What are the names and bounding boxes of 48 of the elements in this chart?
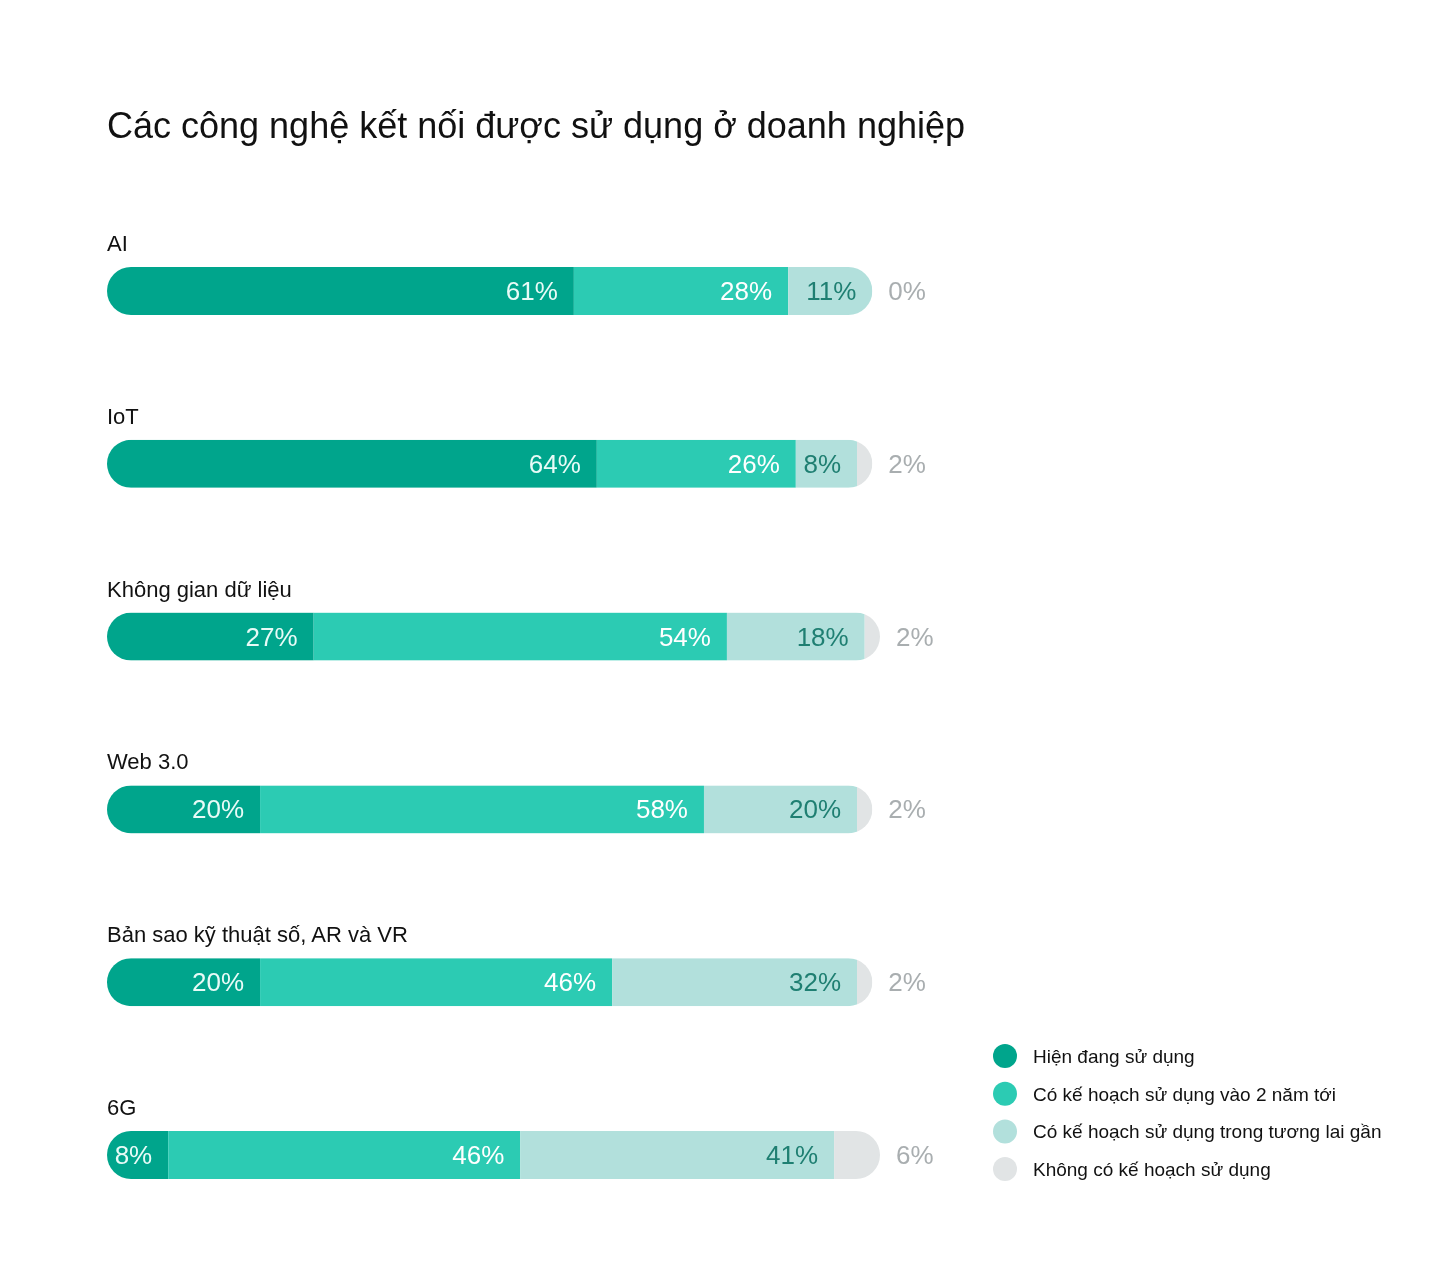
legend-label: Không có kế hoạch sử dụng (1033, 1159, 1271, 1181)
bar (260, 958, 613, 1007)
data-label: 61% (505, 276, 558, 306)
data-label: 2% (888, 448, 926, 479)
y-tick-label: Bản sao kỹ thuật số, AR và VR (107, 922, 408, 948)
data-label: 2% (888, 794, 926, 825)
data-label: 2% (896, 621, 934, 652)
data-label: 20% (788, 794, 842, 825)
data-label: 27% (245, 621, 298, 652)
data-label: 41% (766, 1140, 819, 1170)
chart-title: Các công nghệ kết nối được sử dụng ở doanh nghiệp (107, 105, 965, 146)
data-label: 20% (192, 794, 245, 825)
data-label: 32% (788, 967, 842, 998)
bar (107, 267, 574, 315)
legend-label: Có kế hoạch sử dụng trong tương lai gần (1033, 1121, 1382, 1143)
data-label: 18% (796, 621, 849, 652)
bar (596, 439, 796, 488)
y-tick-label: IoT (107, 403, 139, 429)
data-label: 28% (720, 276, 773, 306)
data-label: 0% (888, 276, 926, 306)
data-label: 54% (658, 621, 711, 652)
y-tick-label: Không gian dữ liệu (107, 576, 292, 602)
y-tick-label: Web 3.0 (107, 749, 189, 775)
bar (260, 785, 704, 834)
data-label: 46% (544, 967, 597, 998)
bar (726, 612, 865, 661)
y-tick-label: AI (107, 231, 128, 256)
bar (313, 612, 727, 661)
bar (107, 612, 314, 661)
data-label: 58% (635, 794, 688, 825)
y-tick-label: 6G (107, 1095, 137, 1120)
data-label: 8% (114, 1140, 153, 1170)
data-label: 6% (896, 1140, 934, 1170)
bar (168, 1131, 521, 1179)
legend-label: Hiện đang sử dụng (1033, 1046, 1195, 1067)
bar (107, 439, 597, 488)
data-label: 20% (192, 967, 245, 998)
bar (703, 785, 858, 834)
legend-label: Có kế hoạch sử dụng vào 2 năm tới (1033, 1083, 1336, 1105)
data-label: 46% (452, 1140, 505, 1170)
bar (520, 1131, 835, 1179)
data-label: 8% (803, 448, 842, 479)
bar (573, 267, 789, 315)
data-label: 2% (888, 967, 926, 998)
data-label: 64% (528, 448, 581, 479)
data-label: 26% (727, 448, 780, 479)
data-label: 11% (806, 276, 857, 306)
bar (612, 958, 858, 1007)
